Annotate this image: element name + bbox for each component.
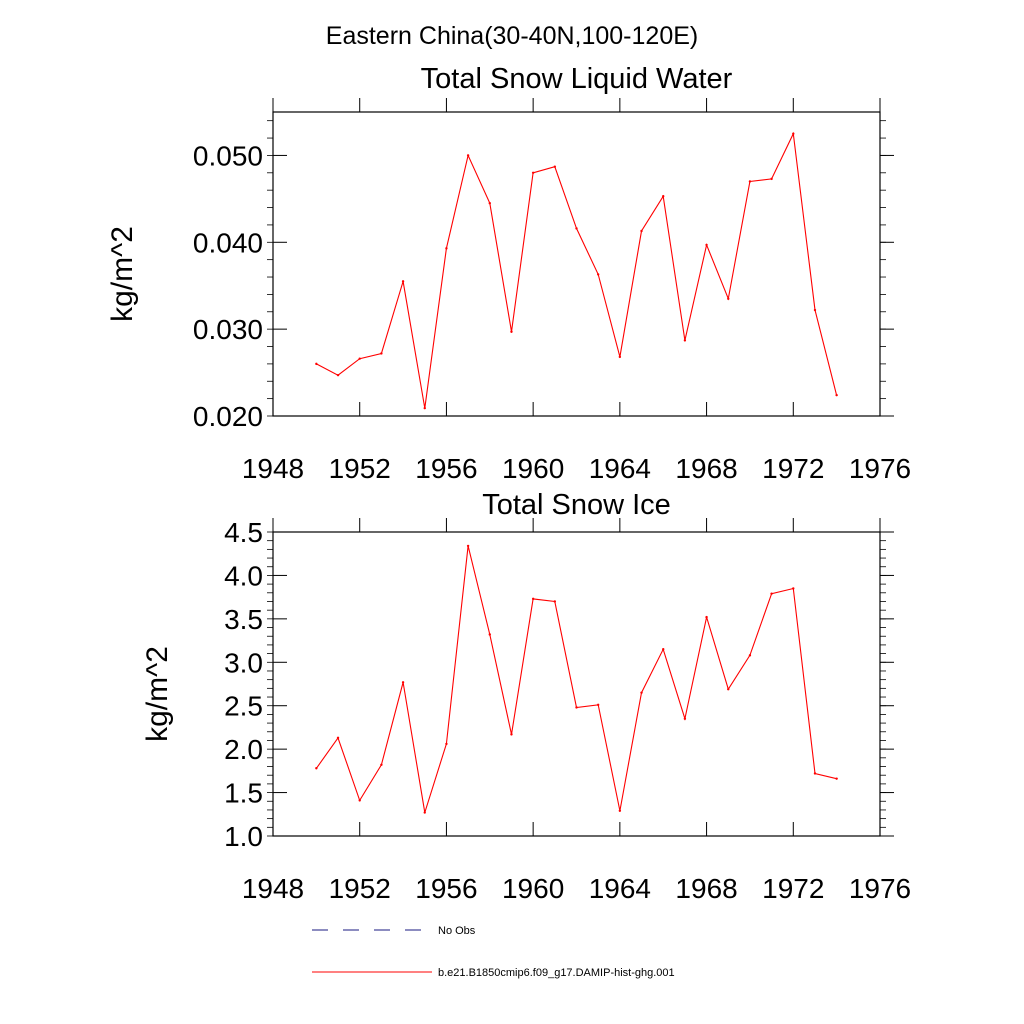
data-point xyxy=(401,681,405,684)
plot-frame xyxy=(272,531,881,837)
x-tick-label: 1972 xyxy=(762,453,824,484)
y-tick-label: 1.5 xyxy=(224,778,263,809)
legend-label: No Obs xyxy=(438,925,476,937)
data-point xyxy=(835,393,838,397)
panel-snow-ice: Total Snow Ice 1948 1952 1956 1960 1964 1968 19… xyxy=(141,489,911,904)
chart-title: Total Snow Liquid Water xyxy=(421,63,733,95)
x-tick-label: 1960 xyxy=(502,873,564,904)
x-tick-label: 1956 xyxy=(415,873,477,904)
data-point xyxy=(770,177,773,181)
x-tick-label: 1952 xyxy=(329,453,391,484)
y-tick-label: 3.5 xyxy=(224,604,263,635)
y-tick-label: 0.040 xyxy=(193,227,263,258)
data-point xyxy=(618,809,622,813)
data-point xyxy=(662,195,665,198)
x-tick-label: 1960 xyxy=(502,453,564,484)
data-point xyxy=(380,352,383,355)
y-tick-label: 1.0 xyxy=(224,821,263,852)
data-point xyxy=(792,587,795,590)
y-tick-label: 2.5 xyxy=(224,691,263,722)
data-point xyxy=(727,688,730,691)
data-point xyxy=(748,180,752,183)
data-point xyxy=(575,706,578,709)
legend: No Obs b.e21.B1850cmip6.f09_g17.DAMIP-his… xyxy=(312,925,675,979)
data-point xyxy=(596,703,600,707)
data-point xyxy=(423,406,426,410)
data-point xyxy=(813,772,817,775)
data-point xyxy=(792,132,795,135)
y-tick-label: 0.020 xyxy=(193,401,263,432)
x-tick-label: 1956 xyxy=(415,453,477,484)
x-tick-label: 1948 xyxy=(242,453,304,484)
x-tick-label: 1964 xyxy=(589,453,651,484)
data-point xyxy=(466,154,470,157)
data-point xyxy=(531,171,535,174)
legend-label: b.e21.B1850cmip6.f09_g17.DAMIP-hist-ghg.… xyxy=(438,967,675,979)
x-tick-label: 1948 xyxy=(242,873,304,904)
data-point xyxy=(835,777,838,780)
data-point xyxy=(748,654,752,657)
data-point xyxy=(683,339,687,342)
data-point xyxy=(813,308,817,312)
figure-suptitle: Eastern China(30-40N,100-120E) xyxy=(326,22,698,50)
data-point xyxy=(423,811,426,814)
data-point xyxy=(380,763,383,766)
data-point xyxy=(315,767,318,770)
data-point xyxy=(358,357,361,360)
data-point xyxy=(640,229,643,233)
series-line xyxy=(316,131,838,409)
data-point xyxy=(510,733,513,736)
y-axis-label: kg/m^2 xyxy=(106,226,139,322)
data-point xyxy=(727,297,730,300)
data-point xyxy=(553,165,557,168)
x-tick-label: 1976 xyxy=(849,453,911,484)
x-tick-label: 1968 xyxy=(675,873,737,904)
data-point xyxy=(336,736,340,740)
x-tick-label: 1964 xyxy=(589,873,651,904)
data-point xyxy=(705,243,708,247)
data-point xyxy=(488,633,491,636)
x-tick-label: 1976 xyxy=(849,873,911,904)
y-tick-label: 0.050 xyxy=(193,140,263,171)
data-point xyxy=(445,247,448,250)
data-point xyxy=(488,202,491,205)
data-point xyxy=(315,362,318,366)
x-tick-label: 1972 xyxy=(762,873,824,904)
data-point xyxy=(531,597,535,601)
x-tick-label: 1952 xyxy=(329,873,391,904)
y-tick-label: 4.5 xyxy=(224,517,263,548)
series-line xyxy=(315,545,837,813)
data-point xyxy=(358,799,361,802)
x-tick-label: 1968 xyxy=(675,453,737,484)
data-point xyxy=(336,373,340,377)
data-point xyxy=(510,330,513,333)
data-point xyxy=(596,273,600,276)
y-tick-label: 2.0 xyxy=(224,734,263,765)
data-point xyxy=(770,592,773,595)
data-point xyxy=(618,355,622,359)
data-point xyxy=(445,742,448,746)
data-point xyxy=(640,691,643,694)
chart-title: Total Snow Ice xyxy=(482,489,671,521)
panel-snow-liquid-water: Total Snow Liquid Water 1948 1952 1956 1960 1… xyxy=(106,63,911,484)
y-tick-label: 4.0 xyxy=(224,560,263,591)
data-point xyxy=(575,227,578,230)
data-point xyxy=(662,648,665,651)
y-tick-label: 0.030 xyxy=(193,314,263,345)
data-point xyxy=(401,280,405,283)
data-point xyxy=(466,544,470,548)
data-point xyxy=(705,615,708,619)
data-point xyxy=(553,600,557,603)
data-point xyxy=(683,717,687,720)
y-axis-label: kg/m^2 xyxy=(141,646,174,742)
plot-frame xyxy=(272,111,881,417)
y-tick-label: 3.0 xyxy=(224,647,263,678)
